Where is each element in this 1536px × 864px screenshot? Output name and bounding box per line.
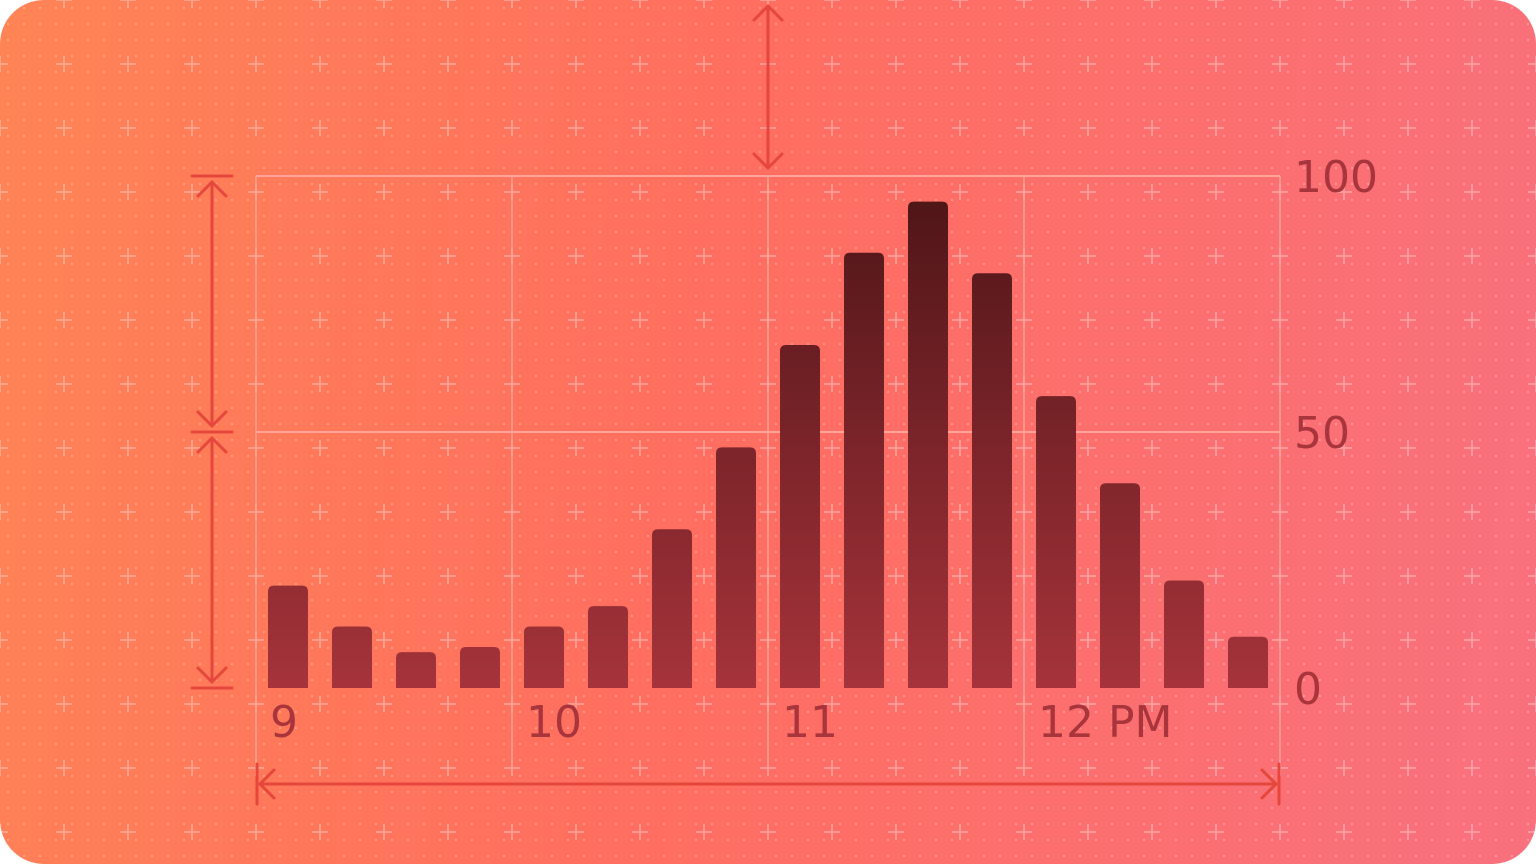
bars [268, 201, 1268, 689]
bar [1164, 580, 1204, 688]
y-tick-label: 50 [1294, 408, 1350, 459]
bar [396, 652, 436, 688]
y-tick-label: 100 [1294, 152, 1378, 203]
bar [1228, 636, 1268, 688]
bar [908, 201, 948, 688]
x-tick-label: 12 PM [1038, 697, 1172, 748]
plot-width-arrow [255, 762, 1281, 806]
bar [1036, 396, 1076, 688]
bar [716, 447, 756, 688]
bar [524, 626, 564, 688]
bar [332, 626, 372, 688]
top-margin-arrow [752, 4, 784, 170]
bar [460, 647, 500, 688]
dimension-markers [190, 4, 1281, 806]
tick-labels: 9 10 11 12 PM 0 50 100 [270, 152, 1378, 748]
y-tick-label: 0 [1294, 664, 1322, 715]
lower-spacing-arrow [196, 436, 228, 684]
bar [1100, 483, 1140, 688]
bar [844, 252, 884, 689]
x-tick-label: 9 [270, 697, 298, 748]
gridline-spacing-caps [190, 174, 234, 690]
bar [780, 344, 820, 688]
x-tick-label: 11 [782, 697, 838, 748]
x-tick-label: 10 [526, 697, 582, 748]
bar [972, 273, 1012, 688]
grid-lines [255, 175, 1281, 760]
upper-spacing-arrow [196, 180, 228, 428]
bar [652, 529, 692, 688]
bar [268, 585, 308, 688]
bar [588, 606, 628, 688]
